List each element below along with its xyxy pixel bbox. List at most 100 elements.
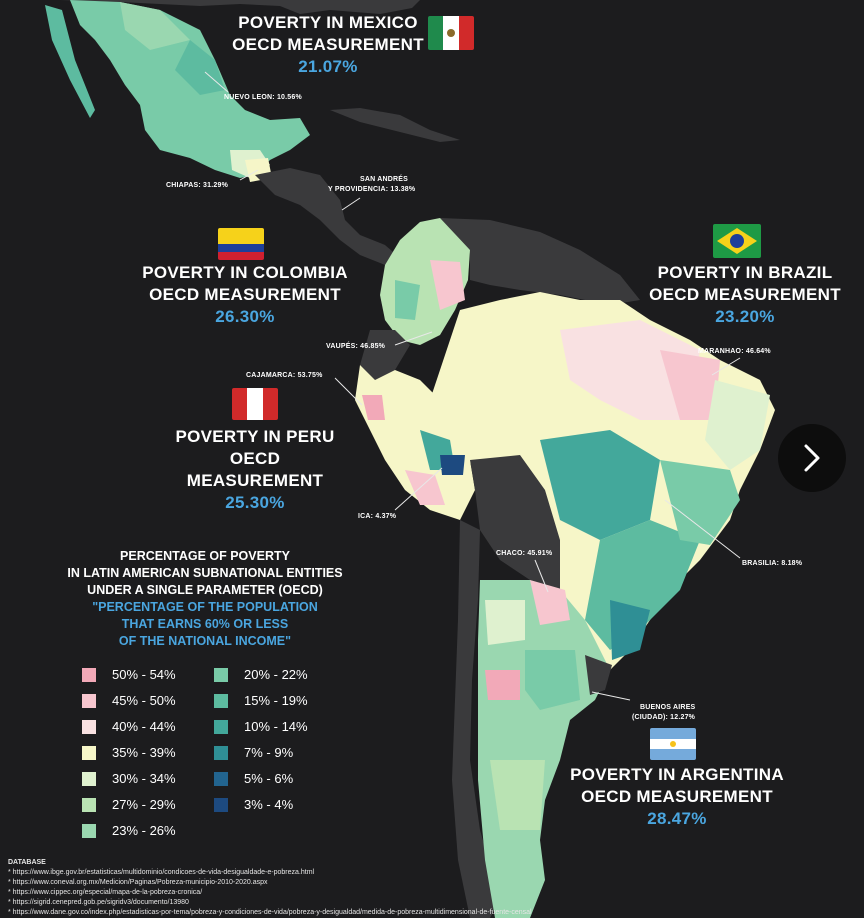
brazil-region-maranhao [660,350,720,420]
legend-swatch [214,745,228,760]
legend-label: 35% - 39% [112,745,176,760]
label-san-andres-2: Y PROVIDENCIA: 13.38% [328,186,416,193]
label-cajamarca: CAJAMARCA: 53.75% [246,372,323,379]
chevron-right-icon [804,444,820,472]
legend-label: 15% - 19% [244,693,308,708]
legend-swatch [82,771,96,786]
argentina-region-patagonia [490,760,545,830]
brazil-title: POVERTY IN BRAZIL OECD MEASUREMENT 23.20… [640,262,850,328]
label-chaco: CHACO: 45.91% [496,550,553,557]
legend-item: 3% - 4% [214,797,293,812]
database-link[interactable]: * https://www.coneval.org.mx/Medicion/Pa… [8,879,268,886]
peru-region-south [405,470,445,505]
database-link[interactable]: * https://www.dane.gov.co/index.php/esta… [8,909,532,916]
label-buenos-aires-1: BUENOS AIRES [640,704,696,711]
argentina-region-north [485,600,525,645]
peru-shape [355,365,475,520]
legend-label: 45% - 50% [112,693,176,708]
argentina-title: POVERTY IN ARGENTINA OECD MEASUREMENT 28… [570,764,784,830]
legend-swatch [82,719,96,734]
legend-subtitle-line1: "PERCENTAGE OF THE POPULATION [92,600,318,614]
peru-title-line2: OECD MEASUREMENT [186,449,324,490]
mexico-value: 21.07% [298,57,358,76]
label-chiapas: CHIAPAS: 31.29% [166,182,229,189]
uruguay-shape [585,655,612,695]
legend-label: 30% - 34% [112,771,176,786]
central-america-shape [255,168,400,265]
argentina-shape [478,580,610,918]
brazil-region-center [540,430,660,540]
colombia-value: 26.30% [215,307,275,326]
database-header: DATABASE [8,859,46,866]
peru-region-cajamarca [362,395,385,420]
legend-label: 10% - 14% [244,719,308,734]
argentina-title-line2: OECD MEASUREMENT [581,787,773,806]
argentina-title-line1: POVERTY IN ARGENTINA [570,765,784,784]
mexico-title-line1: POVERTY IN MEXICO [238,13,418,32]
database-link[interactable]: * https://www.cippec.org/especial/mapa-d… [8,889,203,896]
brazil-title-line2: OECD MEASUREMENT [649,285,841,304]
peru-flag-icon [232,388,278,420]
legend-swatch [82,693,96,708]
legend-item: 20% - 22% [214,667,308,682]
mexico-title-line2: OECD MEASUREMENT [232,35,424,54]
legend-item: 5% - 6% [214,771,293,786]
ecuador-shape [360,330,410,380]
caribbean-shape [330,108,460,142]
chile-shape [452,520,500,918]
legend-item: 23% - 26% [82,823,176,838]
argentina-region-chaco [530,580,570,625]
database-sources: DATABASE * https://www.ibge.gov.br/estat… [8,858,848,918]
colombia-title: POVERTY IN COLOMBIA OECD MEASUREMENT 26.… [130,262,360,328]
argentina-region-red [485,670,520,700]
colombia-flag-icon [218,228,264,260]
legend-title-line1: PERCENTAGE OF POVERTY [120,549,290,563]
legend-swatch [214,667,228,682]
legend-label: 3% - 4% [244,797,294,812]
legend-item: 27% - 29% [82,797,176,812]
mexico-region-b [175,40,225,95]
legend-label: 23% - 26% [112,823,176,838]
brazil-region-se [610,600,650,660]
legend-label: 50% - 54% [112,667,176,682]
database-link[interactable]: * https://sigrid.cenepred.gob.pe/sigridv… [8,899,189,906]
peru-title-line1: POVERTY IN PERU [175,427,335,446]
venezuela-shape [440,218,640,305]
brazil-region-east [660,460,740,545]
legend-title-line3: UNDER A SINGLE PARAMETER (OECD) [87,583,323,597]
legend-item: 7% - 9% [214,745,293,760]
bolivia-shape [470,455,560,590]
argentina-value: 28.47% [647,809,707,828]
brazil-region-north [560,320,700,420]
mexico-region-a [120,2,190,50]
colombia-region-b [395,280,420,320]
peru-region-ica [440,455,465,475]
legend-swatch [214,771,228,786]
label-san-andres-1: SAN ANDRÉS [360,176,409,183]
label-vaupes: VAUPÉS: 46.85% [326,343,386,350]
legend-item: 45% - 50% [82,693,176,708]
legend-swatch [82,797,96,812]
legend-swatch [214,797,228,812]
argentina-flag-icon [650,728,696,760]
label-buenos-aires-2: (CIUDAD): 12.27% [632,714,696,721]
label-maranhao: MARANHAO: 46.64% [698,348,771,355]
label-nuevo-leon: NUEVO LEON: 10.56% [224,94,302,101]
legend-swatch [82,667,96,682]
mexico-title: POVERTY IN MEXICO OECD MEASUREMENT 21.07… [228,12,428,78]
legend-subtitle-line2: THAT EARNS 60% OR LESS [121,617,289,631]
brazil-flag-icon [713,224,761,258]
next-button[interactable] [778,424,846,492]
legend-title-line2: IN LATIN AMERICAN SUBNATIONAL ENTITIES [67,566,343,580]
legend-item: 50% - 54% [82,667,176,682]
peru-value: 25.30% [225,493,285,512]
legend-item: 15% - 19% [214,693,308,708]
leader-lines [204,71,741,701]
brazil-value: 23.20% [715,307,775,326]
colombia-region-a [430,260,465,310]
database-link[interactable]: * https://www.ibge.gov.br/estatisticas/m… [8,869,315,876]
legend-item: 40% - 44% [82,719,176,734]
legend-swatch [214,693,228,708]
legend-subtitle-line3: OF THE NATIONAL INCOME" [118,634,292,648]
